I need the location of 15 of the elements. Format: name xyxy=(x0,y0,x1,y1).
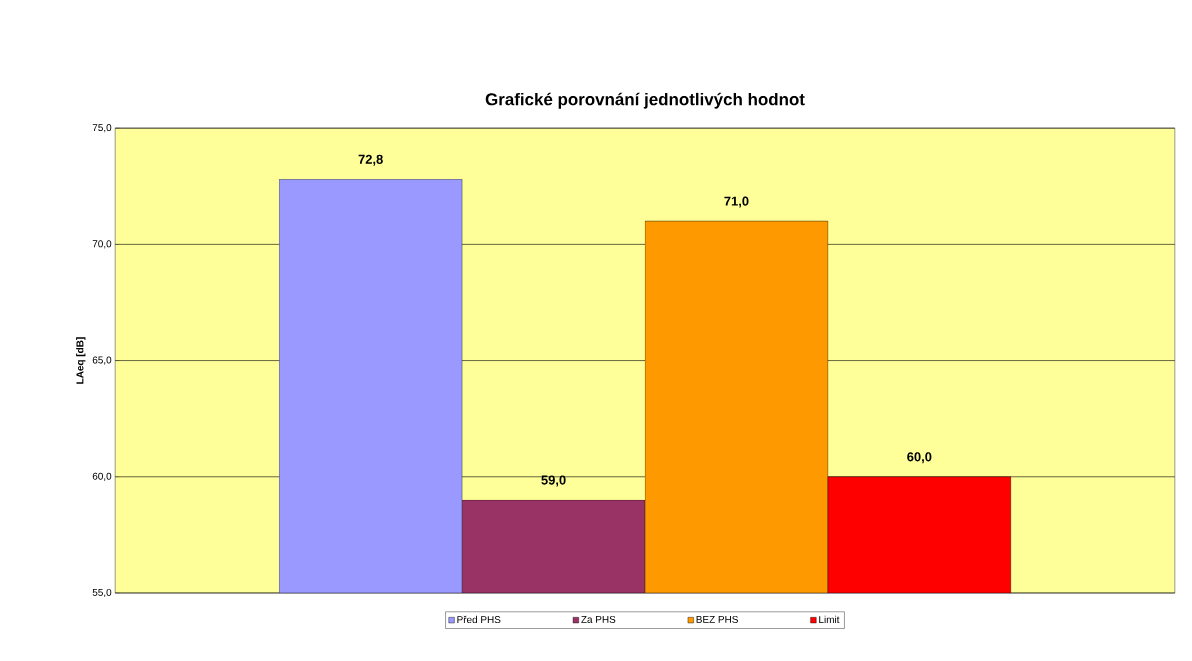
y-tick-label: 65,0 xyxy=(92,356,112,365)
y-axis-title: LAeq [dB] xyxy=(76,337,86,384)
chart-title: Grafické porovnání jednotlivých hodnot xyxy=(485,92,805,109)
legend-label: Před PHS xyxy=(457,615,501,624)
y-tick-label: 60,0 xyxy=(92,472,112,481)
data-label: 59,0 xyxy=(541,475,566,487)
y-tick-label: 55,0 xyxy=(92,588,112,598)
data-label: 71,0 xyxy=(724,196,749,208)
y-tick-label: 75,0 xyxy=(92,123,112,133)
data-label: 72,8 xyxy=(358,154,383,166)
y-tick-label: 70,0 xyxy=(92,240,112,249)
legend-label: Za PHS xyxy=(581,615,616,623)
legend-label: BEZ PHS xyxy=(696,615,738,623)
data-label: 60,0 xyxy=(907,452,932,464)
legend-label: Limit xyxy=(819,615,840,623)
